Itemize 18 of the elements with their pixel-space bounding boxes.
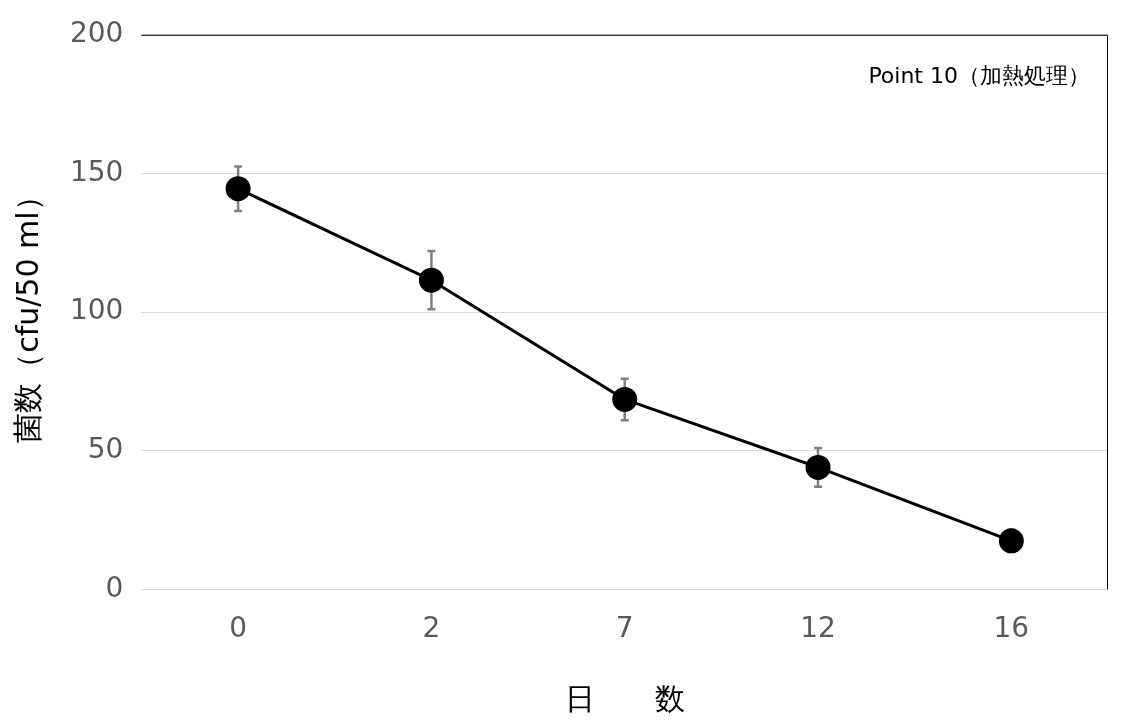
y-tick-label: 150 — [69, 154, 124, 188]
y-tick-label: 0 — [105, 570, 124, 604]
point — [612, 386, 638, 412]
x-tick-label: 12 — [800, 611, 836, 645]
y-tick-label: 50 — [87, 432, 124, 466]
point — [225, 176, 251, 202]
y-tick-label: 100 — [69, 293, 124, 327]
x-tick-label: 2 — [422, 611, 441, 645]
y-tick-label: 200 — [69, 16, 124, 50]
annotation: Point 10（加熱処理） — [868, 62, 1090, 88]
y-axis-title: 菌数（cfu/50 ml） — [9, 181, 45, 443]
x-tick-label: 7 — [615, 611, 634, 645]
x-tick-label: 0 — [229, 611, 248, 645]
x-axis-title: 日 数 — [564, 680, 685, 716]
point — [998, 528, 1024, 554]
x-tick-label: 16 — [993, 611, 1030, 645]
point — [418, 267, 444, 293]
point — [805, 454, 831, 480]
